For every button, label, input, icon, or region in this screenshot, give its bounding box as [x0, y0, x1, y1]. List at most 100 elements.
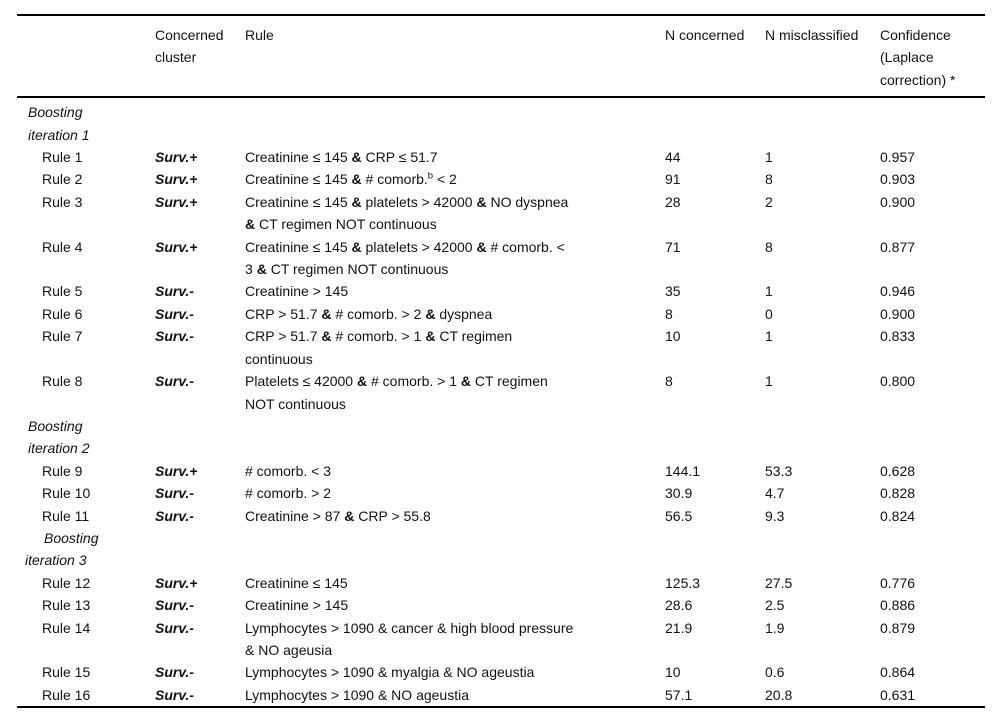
confidence-value: 0.946 [880, 283, 916, 300]
rule-text: Lymphocytes > 1090 & myalgia & NO ageust… [245, 664, 535, 681]
rule-label: Rule 16 [42, 686, 91, 703]
section-title-line1: Boosting [28, 417, 83, 434]
n-misclassified-value: 0.6 [765, 664, 785, 681]
n-misclassified-value: 8 [765, 238, 773, 255]
empty-cell [880, 97, 985, 146]
rule-text: Creatinine ≤ 145 [245, 574, 348, 591]
empty-cell [665, 527, 765, 572]
rule-text: Lymphocytes > 1090 & NO ageustia [245, 686, 469, 703]
rule-label: Rule 6 [42, 305, 83, 322]
cluster-value: Surv.+ [155, 462, 198, 479]
section-title-line1: Boosting [44, 529, 99, 546]
document-page: Concerned cluster Rule N concerned N mis… [17, 14, 985, 709]
cluster-value: Surv.- [155, 485, 194, 502]
cluster-value: Surv.- [155, 664, 194, 681]
rule-text: Creatinine > 145 [245, 597, 349, 614]
rule-label: Rule 15 [42, 664, 91, 681]
n-misclassified-value: 20.8 [765, 686, 793, 703]
table-body: Boosting iteration 1 Rule 1 Surv.+ Creat… [17, 97, 985, 707]
empty-cell [155, 415, 245, 460]
rule-text: Creatinine ≤ 145 & CRP ≤ 51.7 [245, 149, 438, 166]
table-row: Rule 1 Surv.+ Creatinine ≤ 145 & CRP ≤ 5… [17, 146, 985, 168]
table-row: Rule 12 Surv.+ Creatinine ≤ 145 125.3 27… [17, 572, 985, 594]
table-row: Rule 10 Surv.- # comorb. > 2 30.9 4.7 0.… [17, 482, 985, 504]
rule-text: Creatinine ≤ 145 & # comorb.b < 2 [245, 170, 457, 188]
rule-text: # comorb. > 2 [245, 485, 331, 502]
n-misclassified-value: 1 [765, 373, 773, 390]
n-concerned-value: 30.9 [665, 485, 693, 502]
cluster-value: Surv.- [155, 619, 194, 636]
rule-label: Rule 14 [42, 619, 91, 636]
section-title-line2: iteration 1 [28, 126, 90, 143]
rules-table: Concerned cluster Rule N concerned N mis… [17, 14, 985, 709]
confidence-value: 0.776 [880, 574, 916, 591]
rule-label: Rule 1 [42, 149, 83, 166]
table-row: Rule 15 Surv.- Lymphocytes > 1090 & myal… [17, 661, 985, 683]
confidence-value: 0.957 [880, 149, 916, 166]
section-title-line1: Boosting [28, 104, 83, 121]
n-concerned-value: 44 [665, 149, 681, 166]
rule-label: Rule 7 [42, 328, 83, 345]
confidence-value: 0.628 [880, 462, 916, 479]
confidence-value: 0.886 [880, 597, 916, 614]
rule-text: Creatinine > 87 & CRP > 55.8 [245, 507, 431, 524]
n-misclassified-value: 27.5 [765, 574, 793, 591]
cluster-value: Surv.- [155, 328, 194, 345]
rule-label: Rule 13 [42, 597, 91, 614]
table-row: Rule 6 Surv.- CRP > 51.7 & # comorb. > 2… [17, 303, 985, 325]
empty-cell [765, 97, 880, 146]
n-misclassified-value: 0 [765, 305, 773, 322]
n-concerned-value: 8 [665, 373, 673, 390]
n-misclassified-value: 2 [765, 193, 773, 210]
n-concerned-value: 28 [665, 193, 681, 210]
n-misclassified-value: 1 [765, 328, 773, 345]
cluster-value: Surv.+ [155, 238, 198, 255]
n-concerned-value: 144.1 [665, 462, 701, 479]
table-row: Rule 14 Surv.- Lymphocytes > 1090 & canc… [17, 617, 985, 662]
n-concerned-value: 125.3 [665, 574, 701, 591]
table-row: Rule 5 Surv.- Creatinine > 145 35 1 0.94… [17, 280, 985, 302]
rule-label: Rule 4 [42, 238, 83, 255]
cluster-value: Surv.- [155, 507, 194, 524]
rule-text: CRP > 51.7 & # comorb. > 1 & CT regimen c… [245, 328, 513, 367]
rule-text: Creatinine ≤ 145 & platelets > 42000 & #… [245, 238, 565, 278]
cluster-value: Surv.- [155, 597, 194, 614]
rule-label: Rule 5 [42, 283, 83, 300]
empty-cell [880, 415, 985, 460]
header-rule: Rule [245, 15, 665, 99]
section-title-line2: iteration 2 [28, 440, 90, 457]
cluster-value: Surv.- [155, 305, 194, 322]
table-row: Rule 4 Surv.+ Creatinine ≤ 145 & platele… [17, 236, 985, 281]
n-misclassified-value: 2.5 [765, 597, 785, 614]
rule-text: Creatinine ≤ 145 & platelets > 42000 & N… [245, 193, 569, 233]
section-label-cell: Boosting iteration 1 [17, 97, 155, 146]
confidence-value: 0.900 [880, 305, 916, 322]
confidence-value: 0.903 [880, 171, 916, 188]
section-row: Boosting iteration 3 [17, 527, 985, 572]
confidence-value: 0.631 [880, 686, 916, 703]
rule-text: Platelets ≤ 42000 & # comorb. > 1 & CT r… [245, 373, 548, 412]
confidence-value: 0.900 [880, 193, 916, 210]
header-n-misclassified: N misclassified [765, 15, 880, 99]
n-misclassified-value: 1 [765, 149, 773, 166]
n-concerned-value: 21.9 [665, 619, 693, 636]
cluster-value: Surv.+ [155, 574, 198, 591]
confidence-value: 0.877 [880, 238, 916, 255]
cluster-value: Surv.- [155, 283, 194, 300]
n-misclassified-value: 53.3 [765, 462, 793, 479]
empty-cell [765, 415, 880, 460]
table-row: Rule 9 Surv.+ # comorb. < 3 144.1 53.3 0… [17, 460, 985, 482]
cluster-value: Surv.- [155, 686, 194, 703]
empty-cell [245, 527, 665, 572]
confidence-value: 0.833 [880, 328, 916, 345]
empty-cell [665, 97, 765, 146]
confidence-value: 0.824 [880, 507, 916, 524]
n-concerned-value: 35 [665, 283, 681, 300]
n-concerned-value: 57.1 [665, 686, 693, 703]
confidence-value: 0.828 [880, 485, 916, 502]
rule-label: Rule 2 [42, 171, 83, 188]
section-row: Boosting iteration 1 [17, 97, 985, 146]
rule-label: Rule 8 [42, 373, 83, 390]
empty-cell [665, 415, 765, 460]
cluster-value: Surv.+ [155, 149, 198, 166]
